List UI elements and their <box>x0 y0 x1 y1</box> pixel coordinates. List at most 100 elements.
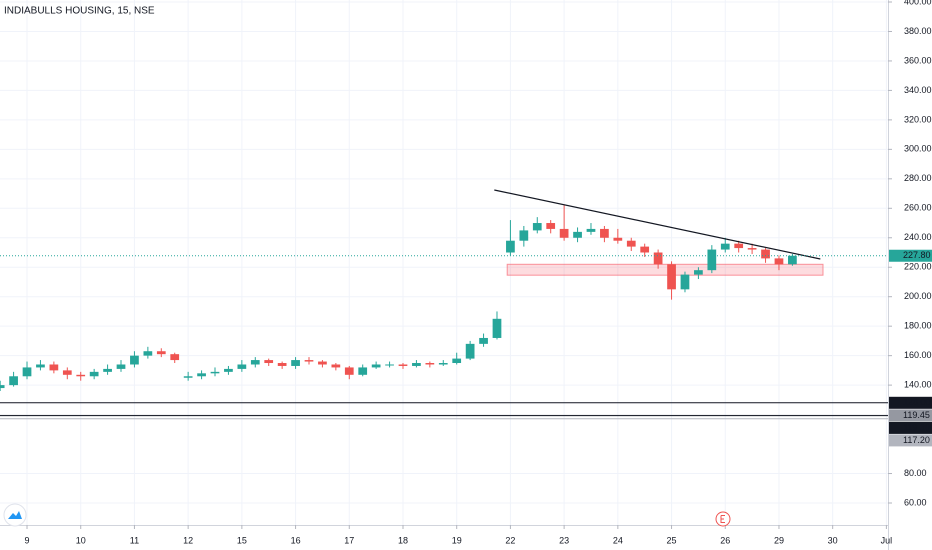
candle-body <box>734 243 744 249</box>
candle-body <box>264 360 274 364</box>
candle-body <box>573 231 582 238</box>
x-tick-label: 29 <box>774 535 784 545</box>
price-level-label: 119.45 <box>903 410 930 420</box>
axes: 400.00 380.00 360.00 340.00 320.00 300.00 280.… <box>25 0 932 545</box>
x-tick-label: 30 <box>828 535 838 545</box>
candle-body <box>707 249 717 271</box>
candle-body <box>680 274 690 290</box>
x-tick-label: 9 <box>25 535 30 545</box>
y-tick-label: 200.00 <box>904 291 932 301</box>
x-tick-label: 17 <box>344 535 354 545</box>
plot <box>0 189 888 420</box>
x-tick-label: 19 <box>452 535 462 545</box>
y-tick-label: 360.00 <box>904 55 932 65</box>
y-tick-label: 260.00 <box>904 203 932 213</box>
candle-body <box>224 368 233 372</box>
candle-body <box>143 351 153 356</box>
price-level-tag <box>889 434 932 447</box>
candle-body <box>22 367 32 377</box>
candle-body <box>116 364 126 369</box>
candle-body <box>720 243 730 250</box>
y-tick-label: 380.00 <box>904 26 932 36</box>
x-tick-label: 10 <box>76 535 86 545</box>
candle-body <box>653 252 663 265</box>
candle-body <box>36 364 45 368</box>
y-tick-label: 400.00 <box>904 0 932 6</box>
candle-body <box>49 364 59 371</box>
y-tick-label: 160.00 <box>904 350 932 360</box>
candle-body <box>291 360 300 366</box>
candle-body <box>640 246 650 253</box>
y-tick-label: 140.00 <box>904 379 932 389</box>
y-tick-label: 80.00 <box>904 468 927 478</box>
candle-body <box>197 373 206 377</box>
candle-body <box>277 363 287 366</box>
candle-body <box>667 264 676 290</box>
candle-body <box>586 228 596 232</box>
candle-body <box>304 360 314 362</box>
x-tick-label: 25 <box>667 535 677 545</box>
candle-body <box>761 249 770 259</box>
x-tick-label: 15 <box>237 535 247 545</box>
candle-body <box>76 374 86 377</box>
candle-body <box>626 240 636 247</box>
candle-body <box>170 354 180 361</box>
last-price-label: 227.80 <box>903 250 931 260</box>
price-level-label: 128.00 <box>903 397 931 407</box>
candle-body <box>103 368 112 372</box>
x-tick-label: 18 <box>398 535 408 545</box>
logo[interactable] <box>3 503 27 527</box>
price-level-label: 119.30 <box>903 422 930 432</box>
candle-body <box>774 258 784 265</box>
candle-body <box>438 363 448 365</box>
candle-body <box>156 351 166 355</box>
candle-body <box>694 270 703 275</box>
candle-body <box>747 248 757 250</box>
candle-body <box>425 363 435 365</box>
candle-body <box>331 364 341 368</box>
candle-body <box>519 230 529 241</box>
candle-body <box>452 358 462 364</box>
candle-body <box>318 361 327 365</box>
candle-body <box>210 371 220 374</box>
y-tick-label: 300.00 <box>904 144 932 154</box>
candle-body <box>385 364 394 366</box>
candle-body <box>412 363 421 366</box>
candle-body <box>492 318 502 338</box>
candle-body <box>9 376 18 386</box>
y-tick-label: 240.00 <box>904 232 932 242</box>
candle-body <box>130 355 139 365</box>
y-tick-label: 280.00 <box>904 173 932 183</box>
price-level-tag <box>889 396 932 409</box>
earnings-marker[interactable] <box>715 511 731 527</box>
price-level-label: 117.20 <box>903 435 930 445</box>
y-tick-label: 220.00 <box>904 262 932 272</box>
candle-body <box>62 370 72 375</box>
x-tick-label: Jul <box>881 535 893 545</box>
x-tick-label: 26 <box>720 535 730 545</box>
y-tick-label: 340.00 <box>904 85 932 95</box>
x-tick-label: 23 <box>559 535 569 545</box>
y-tick-label: 60.00 <box>904 497 927 507</box>
x-tick-label: 22 <box>505 535 515 545</box>
candle-body <box>398 364 408 366</box>
x-tick-label: 11 <box>130 535 139 545</box>
support-zone <box>506 263 824 276</box>
candle-body <box>0 385 5 389</box>
candle-body <box>358 367 368 375</box>
price-level-tag <box>889 421 932 434</box>
candle-body <box>344 367 354 375</box>
candle-body <box>250 360 260 365</box>
x-tick-label: 24 <box>613 535 623 545</box>
candle-body <box>89 371 99 377</box>
candle-body <box>479 337 488 344</box>
candle-body <box>546 223 556 229</box>
candle-body <box>183 376 193 378</box>
candle-body <box>559 228 569 238</box>
chart-title: INDIABULLS HOUSING, 15, NSE <box>4 6 155 17</box>
candle-body <box>532 223 542 231</box>
x-tick-label: 16 <box>291 535 301 545</box>
candle-body <box>237 364 247 369</box>
last-price-tag <box>889 249 932 262</box>
